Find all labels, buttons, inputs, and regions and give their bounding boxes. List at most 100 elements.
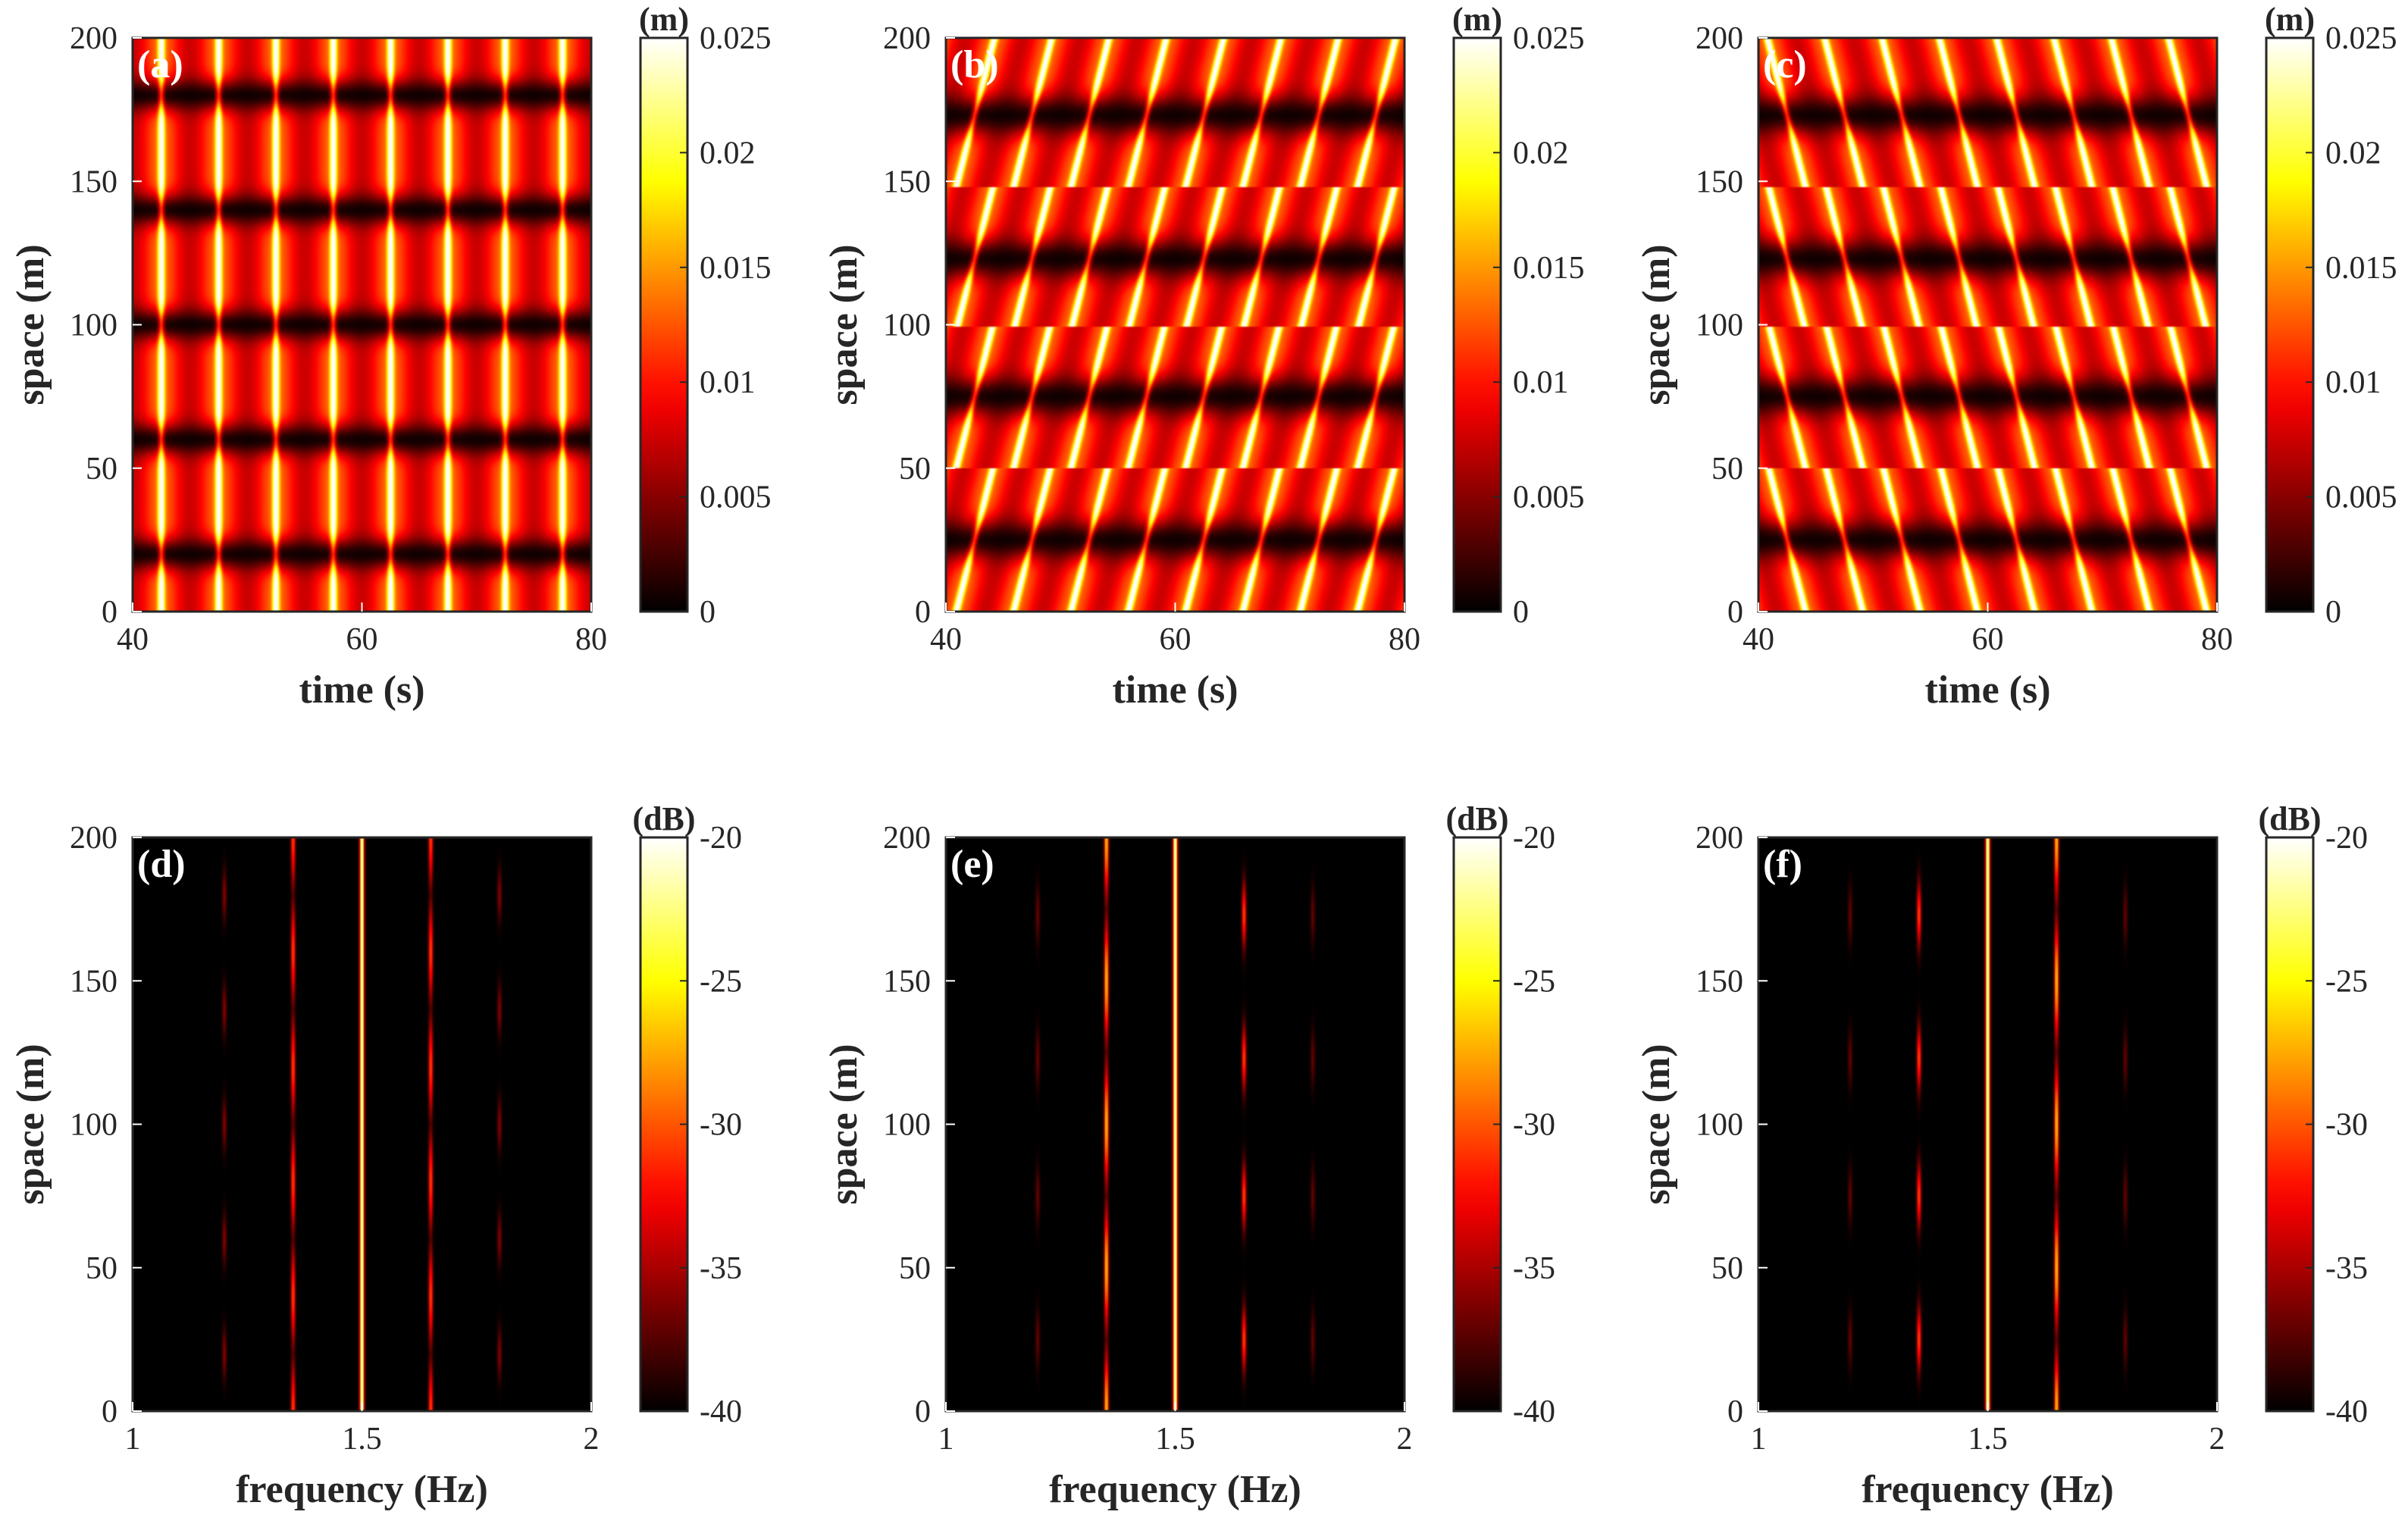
x-tick-label: 80: [2201, 622, 2233, 657]
x-axis-label: time (s): [1924, 668, 2050, 712]
y-tick-label: 0: [102, 1394, 117, 1429]
panel-letter: (c): [1763, 43, 1807, 86]
colorbar: [640, 837, 687, 1411]
colorbar-tick-label: 0.005: [2325, 480, 2397, 515]
x-tick-label: 40: [930, 622, 962, 657]
panel-c: 40 60 80 0 50 100 150 200 time (s) space (m) (c) 0 0…: [1635, 1, 2397, 712]
colorbar-tick-label: 0: [700, 595, 716, 630]
y-tick-label: 150: [883, 164, 931, 199]
y-tick-label: 200: [1696, 821, 1743, 856]
heatmap-image: [946, 837, 1404, 1411]
colorbar-tick-label: 0.015: [1513, 251, 1585, 286]
colorbar-tick-label: -30: [2325, 1108, 2368, 1143]
x-tick-label: 2: [2209, 1422, 2225, 1457]
colorbar-unit: (m): [1452, 1, 1502, 38]
x-axis-label: frequency (Hz): [1862, 1468, 2114, 1511]
y-tick-label: 100: [1696, 308, 1743, 343]
colorbar-tick-label: -30: [700, 1108, 742, 1143]
y-axis-label: space (m): [1635, 244, 1678, 405]
x-axis-label: frequency (Hz): [1049, 1468, 1301, 1511]
colorbar-tick-label: 0: [1513, 595, 1529, 630]
colorbar: [2266, 837, 2313, 1411]
y-tick-label: 150: [70, 964, 117, 999]
x-axis-label: time (s): [299, 668, 424, 712]
panel-b: 40 60 80 0 50 100 150 200 time (s) space (m) (b) 0 0…: [822, 1, 1585, 712]
y-tick-label: 50: [899, 452, 931, 487]
colorbar-unit: (m): [639, 1, 689, 38]
colorbar-tick-label: -40: [2325, 1394, 2368, 1429]
x-tick-label: 1: [125, 1422, 141, 1457]
colorbar-tick-label: -20: [700, 821, 742, 856]
y-tick-label: 50: [86, 1251, 117, 1286]
x-axis-label: time (s): [1112, 668, 1238, 712]
y-axis-label: space (m): [9, 244, 52, 405]
colorbar-tick-label: -40: [1513, 1394, 1555, 1429]
colorbar-unit: (dB): [632, 800, 695, 837]
y-tick-label: 50: [899, 1251, 931, 1286]
heatmap-image: [133, 837, 591, 1411]
panel-e: 1 1.5 2 0 50 100 150 200 frequency (Hz) space (m)…: [822, 800, 1555, 1511]
colorbar-tick-label: 0.02: [1513, 136, 1569, 171]
x-tick-label: 80: [575, 622, 607, 657]
x-tick-label: 60: [346, 622, 378, 657]
y-tick-label: 0: [915, 595, 931, 630]
heatmap-image: [1758, 837, 2217, 1411]
panel-f: 1 1.5 2 0 50 100 150 200 frequency (Hz) space (m)…: [1635, 800, 2368, 1511]
colorbar-tick-label: 0.025: [2325, 21, 2397, 56]
y-axis-label: space (m): [9, 1044, 52, 1204]
x-tick-label: 1: [1751, 1422, 1767, 1457]
panel-letter: (f): [1763, 843, 1802, 886]
x-tick-label: 2: [584, 1422, 600, 1457]
y-tick-label: 100: [883, 1108, 931, 1143]
colorbar: [2266, 38, 2313, 612]
y-tick-label: 200: [883, 21, 931, 56]
colorbar: [640, 38, 687, 612]
y-tick-label: 100: [70, 1108, 117, 1143]
x-axis-label: frequency (Hz): [236, 1468, 488, 1511]
colorbar-tick-label: 0: [2325, 595, 2341, 630]
colorbar-frame: [2265, 36, 2315, 613]
colorbar-tick-label: -35: [700, 1251, 742, 1286]
colorbar: [1454, 837, 1501, 1411]
x-tick-label: 1.5: [1968, 1422, 2008, 1457]
x-tick-label: 40: [1743, 622, 1774, 657]
panel-a: 40 60 80 0 50 100 150 200 time (s) space (m) (a) 0 0…: [9, 1, 772, 712]
heatmap-image: [1758, 38, 2217, 612]
colorbar-tick-label: 0.025: [1513, 21, 1585, 56]
colorbar-unit: (dB): [2258, 800, 2321, 837]
y-tick-label: 50: [1711, 452, 1743, 487]
y-tick-label: 200: [70, 21, 117, 56]
y-tick-label: 150: [1696, 964, 1743, 999]
colorbar-tick-label: 0.005: [1513, 480, 1585, 515]
y-tick-label: 200: [1696, 21, 1743, 56]
colorbar-tick-label: -35: [1513, 1251, 1555, 1286]
panel-d: 1 1.5 2 0 50 100 150 200 frequency (Hz) space (m)…: [9, 800, 742, 1511]
y-axis-label: space (m): [1635, 1044, 1678, 1204]
colorbar-tick-label: 0.01: [1513, 365, 1569, 400]
x-tick-label: 1: [938, 1422, 954, 1457]
y-tick-label: 150: [1696, 164, 1743, 199]
colorbar-frame: [639, 36, 689, 613]
y-axis-label: space (m): [822, 244, 866, 405]
x-tick-label: 80: [1389, 622, 1420, 657]
colorbar-unit: (m): [2265, 1, 2315, 38]
panel-letter: (b): [950, 43, 999, 86]
y-tick-label: 200: [883, 821, 931, 856]
y-tick-label: 200: [70, 821, 117, 856]
x-tick-label: 60: [1160, 622, 1191, 657]
y-tick-label: 100: [1696, 1108, 1743, 1143]
heatmap-image: [133, 38, 591, 612]
colorbar-tick-label: 0.02: [700, 136, 756, 171]
colorbar-tick-label: -25: [1513, 964, 1555, 999]
colorbar-frame: [1452, 36, 1502, 613]
colorbar-unit: (dB): [1445, 800, 1508, 837]
colorbar-tick-label: 0.02: [2325, 136, 2381, 171]
y-tick-label: 50: [1711, 1251, 1743, 1286]
colorbar-tick-label: -20: [1513, 821, 1555, 856]
colorbar-tick-label: -20: [2325, 821, 2368, 856]
colorbar-tick-label: 0.025: [700, 21, 772, 56]
y-tick-label: 0: [102, 595, 117, 630]
x-tick-label: 60: [1972, 622, 2004, 657]
colorbar: [1454, 38, 1501, 612]
